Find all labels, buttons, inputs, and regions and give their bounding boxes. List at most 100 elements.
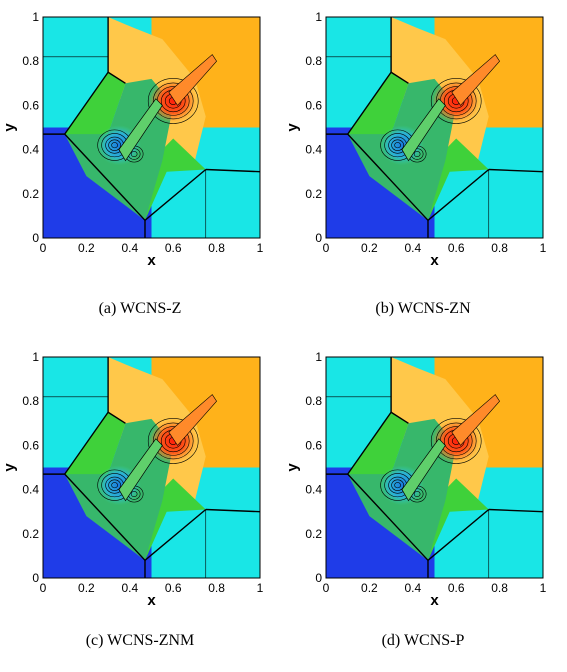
x-tick-labels: 0 0.2 0.4 0.6 0.8 1	[323, 581, 547, 595]
shocked-region-left	[64, 412, 126, 479]
y-tick-label: 0.6	[22, 438, 39, 452]
shock-line	[427, 168, 490, 221]
contour-line	[394, 482, 401, 489]
x-tick-label: 0.6	[448, 241, 465, 255]
density-field	[326, 357, 544, 578]
x-tick-label: 0.8	[491, 241, 508, 255]
shock-lines	[43, 357, 261, 578]
plot-frame	[325, 356, 544, 579]
shock-line	[488, 168, 544, 173]
x-tick-labels: 0 0.2 0.4 0.6 0.8 1	[40, 241, 264, 255]
contour-line	[147, 418, 199, 464]
x-tick-label: 0.4	[121, 581, 138, 595]
y-tick-label: 0.4	[22, 483, 39, 497]
y-tick-label: 0.8	[22, 394, 39, 408]
contour-line	[391, 139, 404, 151]
y-tick-label: 0.2	[305, 527, 322, 541]
x-tick-label: 0.4	[404, 241, 421, 255]
shock-lines	[43, 17, 261, 238]
x-tick-labels: 0 0.2 0.4 0.6 0.8 1	[40, 581, 264, 595]
contour-lines	[97, 394, 217, 503]
contour-line	[430, 78, 482, 124]
contour-line	[435, 422, 477, 460]
plot-frame	[42, 16, 261, 239]
x-tick-labels: 0 0.2 0.4 0.6 0.8 1	[323, 241, 547, 255]
panel-caption: (c) WCNS-ZNM	[85, 632, 195, 649]
x-tick-label: 0.8	[208, 581, 225, 595]
x-tick-label: 0.6	[165, 581, 182, 595]
contour-line	[111, 142, 118, 149]
contour-line	[108, 479, 121, 491]
contour-line	[111, 482, 118, 489]
x-tick-label: 0.2	[361, 241, 378, 255]
contour-plot: 0 0.2 0.4 0.6 0.8 1 0 0.2 0.4 0.6 0.8 1 x y	[284, 10, 547, 269]
contour-line	[147, 78, 199, 124]
y-tick-label: 0	[315, 571, 322, 585]
y-tick-label: 0.8	[305, 54, 322, 68]
x-tick-label: 0.2	[78, 581, 95, 595]
density-field	[326, 17, 544, 238]
x-tick-label: 0.6	[448, 581, 465, 595]
contour-lines	[380, 54, 500, 163]
shock-line	[390, 71, 409, 84]
y-tick-label: 0.6	[305, 438, 322, 452]
contour-line	[413, 151, 421, 158]
panel-caption: (a) WCNS-Z	[98, 300, 182, 317]
density-field	[43, 357, 261, 578]
figure-panel-4: 0 0.2 0.4 0.6 0.8 1 0 0.2 0.4 0.6 0.8 1 x y (d) WC…	[283, 340, 563, 670]
contour-line	[130, 151, 138, 158]
shock-line	[144, 168, 207, 221]
x-tick-label: 0.2	[361, 581, 378, 595]
x-tick-label: 0.6	[165, 241, 182, 255]
x-tick-label: 0.8	[208, 241, 225, 255]
contour-line	[430, 418, 482, 464]
y-tick-label: 0	[32, 231, 39, 245]
y-tick-label: 1	[315, 10, 322, 24]
y-tick-label: 1	[315, 350, 322, 364]
figure-panel-3: 0 0.2 0.4 0.6 0.8 1 0 0.2 0.4 0.6 0.8 1 x y (c) WC…	[0, 340, 280, 670]
shock-line	[64, 411, 109, 475]
shock-line	[205, 508, 261, 513]
shocked-region-left	[64, 72, 126, 139]
y-tick-label: 1	[32, 10, 39, 24]
y-tick-label: 0	[315, 231, 322, 245]
shock-line	[488, 508, 544, 513]
x-tick-label: 0	[323, 241, 330, 255]
y-tick-label: 0.6	[22, 98, 39, 112]
shock-lines	[326, 17, 544, 238]
y-tick-label: 1	[32, 350, 39, 364]
shock-line	[347, 133, 429, 221]
x-tick-label: 0.2	[78, 241, 95, 255]
y-axis-label: y	[284, 463, 301, 472]
shock-line	[347, 71, 392, 135]
panel-caption: (b) WCNS-ZN	[375, 300, 471, 317]
shock-line	[107, 71, 126, 84]
contour-line	[435, 82, 477, 120]
y-axis-label: y	[1, 123, 18, 132]
panel-caption: (d) WCNS-P	[381, 632, 465, 649]
contour-line	[108, 139, 121, 151]
x-tick-label: 1	[257, 581, 264, 595]
y-tick-labels: 0 0.2 0.4 0.6 0.8 1	[22, 350, 39, 585]
y-tick-label: 0.2	[22, 527, 39, 541]
shocked-region-left	[347, 72, 409, 139]
contour-line	[130, 491, 138, 498]
x-axis-label: x	[430, 252, 439, 269]
plot-frame	[42, 356, 261, 579]
x-axis-label: x	[147, 252, 156, 269]
shock-line	[64, 133, 146, 221]
figure-panel-1: 0 0.2 0.4 0.6 0.8 1 0 0.2 0.4 0.6 0.8 1 x y (a) WC…	[0, 0, 280, 330]
shock-line	[205, 168, 261, 173]
plot-frame	[325, 16, 544, 239]
mushroom-stem	[401, 98, 446, 162]
contour-plot: 0 0.2 0.4 0.6 0.8 1 0 0.2 0.4 0.6 0.8 1 x y	[1, 350, 264, 609]
x-tick-label: 1	[540, 241, 547, 255]
contour-line	[391, 479, 404, 491]
jet-feature	[168, 54, 217, 106]
figure-panel-2: 0 0.2 0.4 0.6 0.8 1 0 0.2 0.4 0.6 0.8 1 x y (b) WC…	[283, 0, 563, 330]
contour-line	[394, 142, 401, 149]
y-tick-label: 0.4	[305, 143, 322, 157]
contour-line	[413, 491, 421, 498]
y-tick-labels: 0 0.2 0.4 0.6 0.8 1	[305, 10, 322, 245]
x-tick-label: 0	[40, 581, 47, 595]
